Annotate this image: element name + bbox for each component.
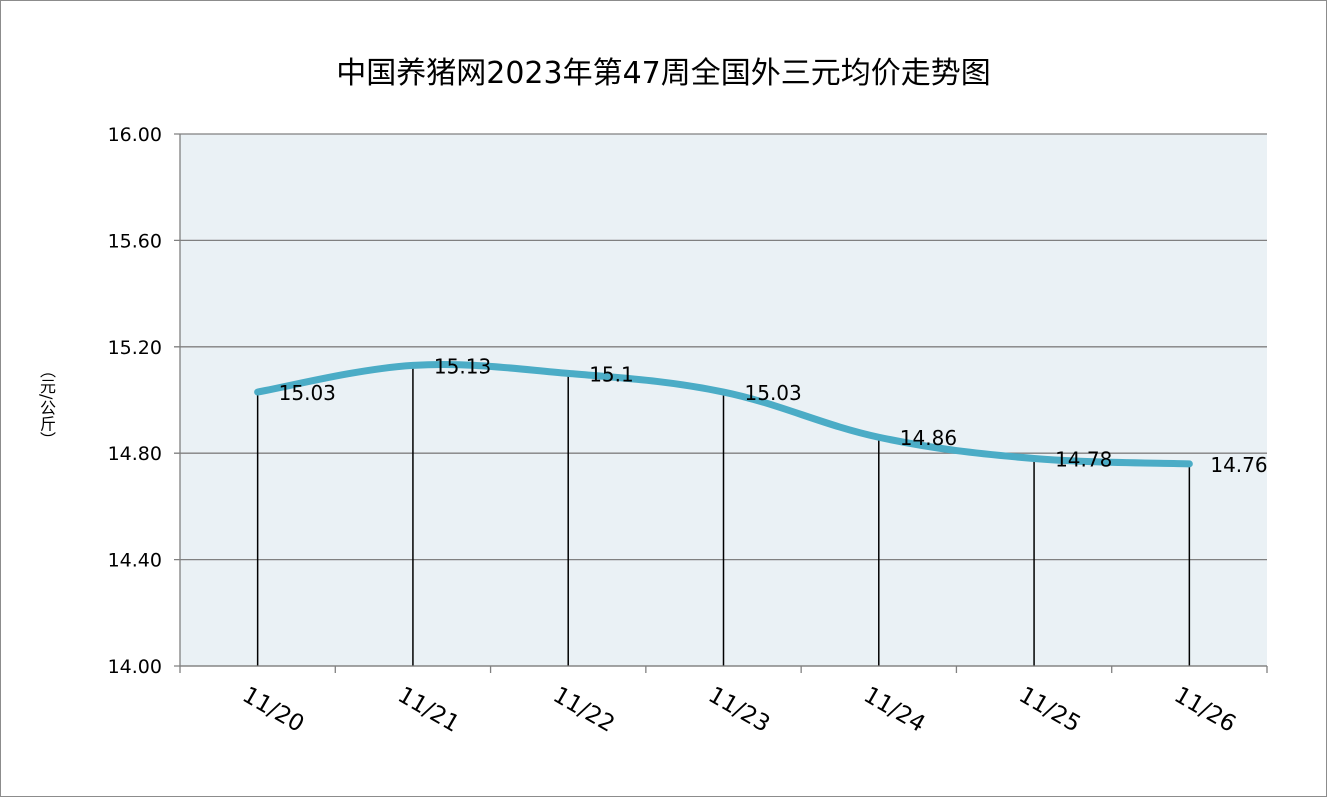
x-tick-label: 11/21: [393, 682, 463, 738]
x-tick-label: 11/24: [859, 682, 929, 738]
data-label: 15.13: [434, 354, 491, 378]
y-tick-label: 15.20: [108, 337, 162, 359]
x-tick-labels: 11/20 11/21 11/22 11/23 11/24 11/25 11/26: [238, 682, 1240, 738]
y-tick-label: 14.00: [108, 656, 162, 678]
series-line: [254, 361, 1193, 468]
y-tick-label: 14.80: [108, 443, 162, 465]
x-tick-label: 11/25: [1014, 682, 1084, 738]
data-label: 14.76: [1210, 453, 1267, 477]
data-label: 15.1: [589, 362, 634, 386]
x-tick-label: 11/23: [704, 682, 774, 738]
data-label: 14.78: [1055, 448, 1112, 472]
data-label: 15.03: [279, 381, 336, 405]
data-label: 14.86: [900, 426, 957, 450]
x-tick-label: 11/26: [1170, 682, 1240, 738]
x-tick-label: 11/20: [238, 682, 308, 738]
y-tick-label: 16.00: [108, 124, 162, 146]
y-tick-labels: 14.00 14.40 14.80 15.20 15.60 16.00: [108, 124, 162, 678]
y-tick-label: 14.40: [108, 550, 162, 572]
x-tick-label: 11/22: [549, 682, 619, 738]
drop-lines: [256, 365, 1191, 666]
data-label: 15.03: [745, 381, 802, 405]
chart-title: 中国养猪网2023年第47周全国外三元均价走势图: [336, 56, 991, 91]
y-axis-label: （元/公斤）: [37, 362, 56, 448]
data-labels: 15.03 15.13 15.1 15.03 14.86 14.78 14.76: [279, 354, 1268, 476]
y-tick-label: 15.60: [108, 230, 162, 252]
axes: [179, 134, 1268, 673]
